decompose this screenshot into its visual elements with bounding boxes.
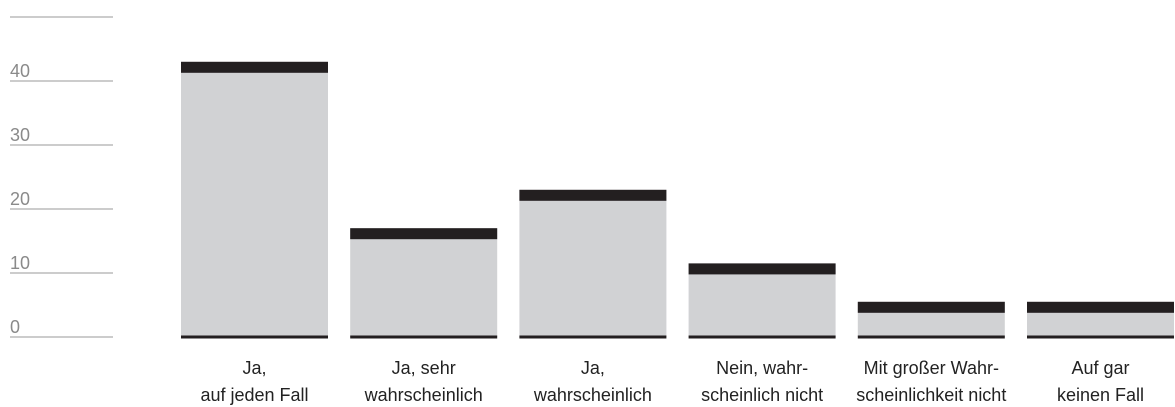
x-tick-label: Nein, wahr- [716,358,808,378]
x-tick-label: auf jeden Fall [200,385,308,405]
y-tick-label: 10 [10,253,30,273]
x-tick-label: scheinlichkeit nicht [856,385,1006,405]
bar-base [350,335,498,339]
y-tick-label: 0 [10,317,20,337]
bar-base [181,335,328,339]
y-tick-label: 30 [10,125,30,145]
x-tick-label: wahrscheinlich [364,385,483,405]
x-tick-label: wahrscheinlich [533,385,652,405]
x-tick-label: scheinlich nicht [701,385,823,405]
bar-base [857,335,1005,339]
bar-cap [350,228,498,240]
bar [519,189,667,337]
bar-cap [688,263,836,275]
bar [350,228,498,337]
x-tick-label: Ja, [242,358,266,378]
bar-cap [519,189,667,201]
x-tick-label: Ja, [581,358,605,378]
y-tick-label: 20 [10,189,30,209]
bar-base [519,335,667,339]
bar-cap [181,61,328,73]
bar-cap [1027,301,1174,313]
y-tick-label: 40 [10,61,30,81]
bar-base [688,335,836,339]
bar [181,61,328,338]
bar-base [1027,335,1174,339]
bar-cap [857,301,1005,313]
bar [688,263,836,337]
x-tick-label: Auf gar [1071,358,1129,378]
x-tick-label: keinen Fall [1057,385,1144,405]
x-tick-label: Ja, sehr [392,358,456,378]
x-tick-label: Mit großer Wahr- [864,358,999,378]
